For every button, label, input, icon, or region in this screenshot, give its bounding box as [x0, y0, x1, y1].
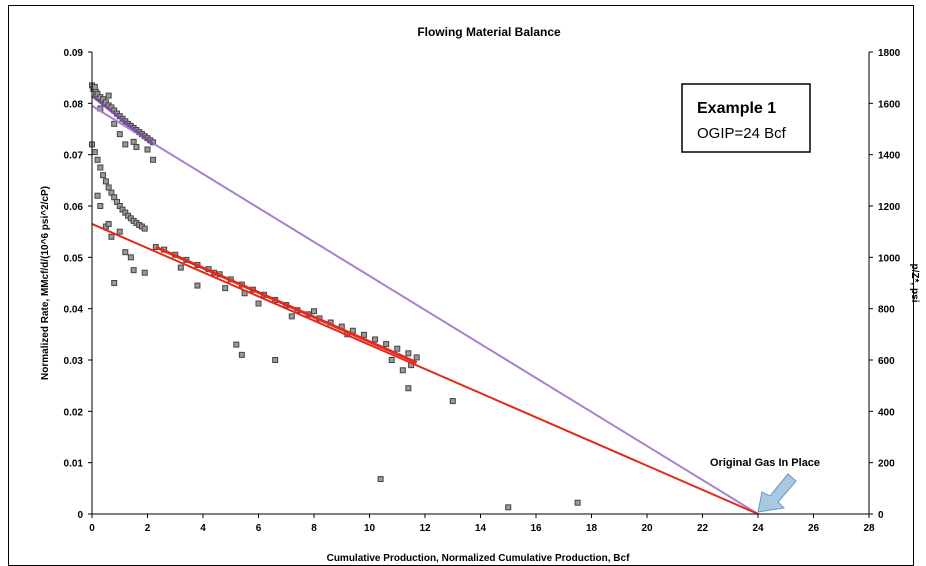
x-tick-label: 12: [419, 523, 431, 534]
x-tick-label: 26: [808, 523, 820, 534]
data-point: [413, 354, 420, 361]
data-point: [233, 341, 240, 348]
data-point: [94, 156, 101, 163]
data-point: [394, 345, 401, 352]
y-tick-label: 0.04: [64, 305, 84, 316]
y2-tick-label: 0: [878, 510, 884, 521]
ogip-arrow: [757, 473, 797, 513]
data-point: [100, 172, 107, 179]
y2-tick-label: 800: [878, 305, 895, 316]
annotation-box-title: Example 1: [697, 100, 776, 117]
data-point: [141, 269, 148, 276]
data-point: [399, 367, 406, 374]
data-point: [122, 249, 129, 256]
data-point: [141, 225, 148, 232]
data-point: [94, 192, 101, 199]
y2-tick-label: 1000: [878, 253, 901, 264]
annotation-box: Example 1 OGIP=24 Bcf: [681, 83, 811, 153]
data-point: [144, 146, 151, 153]
x-tick-label: 8: [311, 523, 317, 534]
x-tick-label: 0: [89, 523, 95, 534]
y2-tick-label: 1400: [878, 151, 901, 162]
data-point: [108, 233, 115, 240]
y-tick-label: 0.02: [64, 407, 84, 418]
trend-line: [91, 94, 154, 146]
data-point: [102, 178, 109, 185]
data-point: [388, 357, 395, 363]
data-point: [130, 138, 137, 145]
y2-tick-label: 1800: [878, 48, 901, 59]
data-point: [91, 83, 98, 90]
data-point: [255, 300, 262, 307]
x-tick-label: 18: [586, 523, 598, 534]
data-point: [105, 92, 112, 99]
data-point: [405, 385, 412, 392]
y2-tick-label: 400: [878, 407, 895, 418]
data-point: [222, 285, 229, 292]
chart-title: Flowing Material Balance: [417, 25, 561, 39]
data-point: [111, 120, 118, 127]
x-tick-label: 6: [256, 523, 262, 534]
data-point: [105, 184, 112, 191]
y-tick-label: 0.09: [64, 48, 84, 59]
y-tick-label: 0.01: [64, 459, 84, 470]
data-point: [405, 350, 412, 357]
data-point: [105, 220, 112, 227]
data-point: [130, 267, 137, 274]
data-point: [377, 476, 384, 483]
data-point: [97, 203, 104, 209]
data-point: [505, 504, 512, 511]
data-point: [238, 351, 245, 358]
data-point: [111, 280, 118, 286]
data-point: [127, 254, 134, 261]
data-point: [372, 336, 379, 343]
y-tick-label: 0.05: [64, 253, 84, 264]
data-point: [133, 143, 140, 150]
data-point: [449, 398, 456, 405]
data-point: [574, 499, 581, 506]
y2-tick-label: 1200: [878, 202, 901, 213]
data-point: [383, 341, 390, 348]
y2-tick-label: 1600: [878, 99, 901, 110]
data-point: [311, 308, 317, 315]
data-point: [150, 156, 157, 163]
ogip-callout-label: Original Gas In Place: [710, 457, 820, 469]
data-point: [177, 264, 184, 271]
y-tick-label: 0.08: [64, 99, 84, 110]
y2-axis-title: p/Z*, psi: [909, 264, 920, 303]
x-tick-label: 4: [200, 523, 206, 534]
data-point: [122, 141, 129, 148]
x-tick-label: 28: [863, 523, 875, 534]
annotation-box-border: [681, 83, 811, 153]
x-tick-label: 16: [530, 523, 542, 534]
x-tick-label: 2: [145, 523, 151, 534]
data-point: [194, 282, 201, 289]
x-tick-label: 20: [641, 523, 653, 534]
data-point: [91, 149, 98, 156]
x-axis-title: Cumulative Production, Normalized Cumula…: [327, 553, 630, 564]
y-tick-label: 0.07: [64, 151, 84, 162]
data-point: [360, 331, 367, 338]
y-tick-label: 0.06: [64, 202, 84, 213]
x-tick-label: 24: [752, 523, 764, 534]
y2-tick-label: 600: [878, 356, 895, 367]
x-tick-label: 22: [697, 523, 709, 534]
trend-line: [155, 245, 418, 364]
y-axis-title: Normalized Rate, MMcf/d/(10^6 psi^2/cP): [40, 186, 51, 380]
data-point: [288, 313, 295, 320]
data-point: [97, 164, 104, 171]
annotation-box-body: OGIP=24 Bcf: [697, 125, 787, 142]
y-tick-label: 0: [77, 510, 83, 521]
data-point: [116, 228, 123, 235]
data-point: [116, 131, 123, 138]
y-tick-label: 0.03: [64, 356, 84, 367]
x-tick-label: 14: [475, 523, 487, 534]
x-tick-label: 10: [364, 523, 376, 534]
data-point: [272, 357, 279, 363]
trend-line: [91, 105, 759, 515]
trend-line: [91, 223, 759, 515]
y2-tick-label: 200: [878, 459, 895, 470]
